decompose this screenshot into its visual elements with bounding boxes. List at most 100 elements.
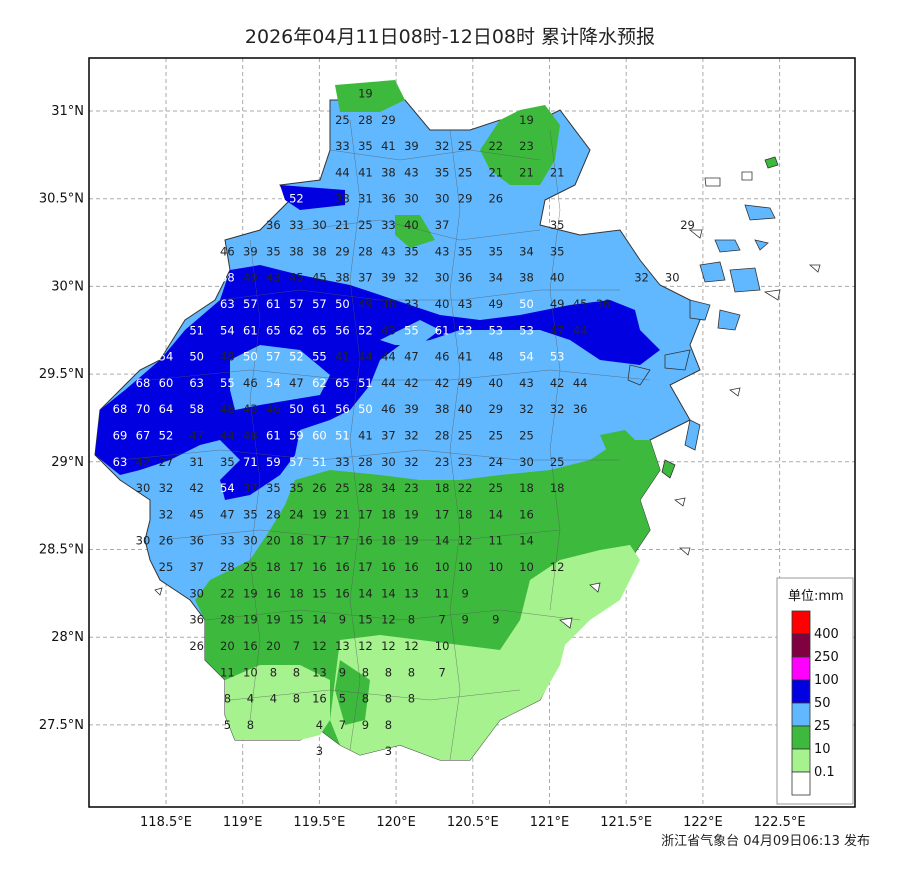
station-value: 35 [220,455,235,469]
station-value: 46 [220,244,235,258]
station-value: 19 [358,86,373,100]
station-value: 36 [596,297,611,311]
station-value: 70 [136,402,151,416]
station-value: 39 [243,244,258,258]
station-value: 14 [312,613,327,627]
map-title: 2026年04月11日08时-12日08时 累计降水预报 [244,26,656,48]
station-value: 23 [458,455,473,469]
station-value: 19 [312,507,327,521]
station-value: 15 [358,613,373,627]
county-boundaries [119,119,651,761]
station-value: 50 [243,350,258,364]
station-value: 43 [404,165,419,179]
station-value: 9 [492,613,499,627]
station-value: 28 [358,244,373,258]
station-value: 41 [358,428,373,442]
station-value: 8 [408,665,415,679]
station-value: 26 [159,534,174,548]
station-value: 25 [358,218,373,232]
station-value: 3 [385,744,392,758]
legend-swatch [791,610,811,635]
station-value: 67 [136,428,151,442]
station-value: 51 [312,455,327,469]
islands-green [661,156,779,479]
station-value: 30 [243,534,258,548]
station-value: 64 [159,402,174,416]
station-value: 61 [266,297,281,311]
station-value: 24 [289,507,304,521]
station-value: 57 [266,350,281,364]
station-value: 41 [458,350,473,364]
station-value: 24 [488,455,503,469]
station-value: 37 [189,560,204,574]
station-value: 33 [335,139,350,153]
legend-label: 0.1 [814,765,835,780]
station-value: 58 [189,402,204,416]
station-value: 43 [243,402,258,416]
station-value: 48 [220,350,235,364]
station-value: 48 [243,428,258,442]
station-value: 36 [381,192,396,206]
station-value: 3 [316,744,323,758]
station-value: 45 [573,297,588,311]
station-value: 10 [435,639,450,653]
station-value: 14 [435,534,450,548]
station-value: 49 [358,297,373,311]
station-value: 9 [339,613,346,627]
station-value: 23 [435,455,450,469]
station-value: 40 [458,402,473,416]
station-value: 42 [136,455,151,469]
legend-label: 250 [814,650,839,665]
longitude-labels: 118.5°E 119°E 119.5°E 120°E 120.5°E 121°E 121.… [140,815,806,830]
region-10-25-north-east [480,105,560,185]
station-value: 65 [266,323,281,337]
station-value: 20 [266,639,281,653]
station-value: 56 [335,402,350,416]
station-value: 10 [243,665,258,679]
station-value: 65 [335,376,350,390]
legend-label: 10 [814,742,831,757]
station-value: 4 [270,692,277,706]
station-value: 14 [519,534,534,548]
station-value: 12 [458,534,473,548]
station-value: 17 [312,534,327,548]
station-value: 41 [335,350,350,364]
station-value: 40 [488,376,503,390]
station-value: 40 [435,297,450,311]
station-value: 16 [358,534,373,548]
station-value: 50 [189,350,204,364]
station-value: 35 [435,165,450,179]
station-value: 19 [404,534,419,548]
station-value: 16 [312,560,327,574]
station-value: 32 [634,271,649,285]
station-value: 46 [266,402,281,416]
station-value: 44 [381,376,396,390]
station-value: 40 [404,218,419,232]
station-value: 4 [247,692,254,706]
station-value: 8 [270,665,277,679]
lon-tick-label: 121.5°E [600,815,652,830]
province-land [94,80,701,761]
station-value: 43 [519,376,534,390]
station-value: 8 [408,692,415,706]
region-10-25-coast [600,430,650,475]
lat-tick-label: 28°N [51,630,84,645]
station-value: 50 [358,402,373,416]
station-value: 8 [385,665,392,679]
station-value: 21 [488,165,503,179]
station-value: 54 [266,376,281,390]
station-value: 21 [519,165,534,179]
station-value: 57 [312,297,327,311]
station-value: 16 [404,560,419,574]
station-value: 61 [266,428,281,442]
station-value: 42 [404,376,419,390]
station-value: 28 [266,507,281,521]
plot-frame [88,57,856,808]
station-value: 33 [220,534,235,548]
lat-tick-label: 30.5°N [39,192,84,207]
station-value: 46 [435,350,450,364]
station-value: 27 [159,455,174,469]
islands [627,204,776,451]
station-value: 39 [404,402,419,416]
station-value: 50 [335,297,350,311]
